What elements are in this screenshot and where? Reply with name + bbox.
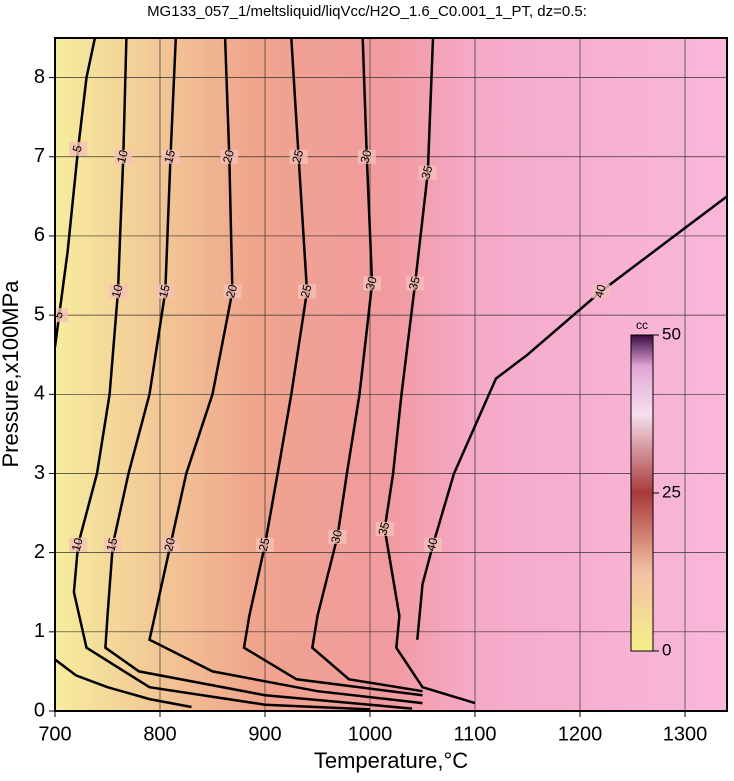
contour-label-bg: [69, 141, 88, 156]
contour-line: [416, 195, 727, 640]
y-tick-label: 1: [34, 620, 45, 642]
plot-frame: [54, 37, 728, 712]
y-tick-label: 6: [34, 224, 45, 246]
contour-label-bg: [592, 284, 610, 299]
contour-line: [310, 38, 423, 693]
contour-label: 5: [51, 310, 66, 320]
contour-label-bg: [161, 149, 180, 164]
y-tick-label: 2: [34, 541, 45, 563]
y-axis-label: Pressure,x100MPa: [0, 280, 23, 468]
contour-line: [104, 38, 413, 710]
contour-label-bg: [114, 149, 133, 164]
contour-label: 30: [328, 528, 345, 545]
chart-title: MG133_057_1/meltsliquid/liqVcc/H2O_1.6_C…: [147, 3, 587, 20]
contour-label: 10: [109, 283, 126, 300]
contour-label: 30: [363, 275, 380, 292]
contour-label-bg: [375, 521, 394, 536]
contour-label: 10: [69, 536, 86, 553]
x-tick-label: 1000: [348, 723, 393, 745]
contour-label-bg: [69, 537, 88, 552]
colorbar-tick-label: 50: [662, 324, 681, 343]
contour-label-bg: [109, 284, 127, 299]
contour-label-bg: [357, 149, 376, 164]
contour-label: 35: [375, 520, 392, 537]
x-tick-label: 1200: [558, 723, 603, 745]
contour-label-bg: [406, 276, 425, 291]
plot-area: 5 5 10 10 10 15 15 15 20 20 20 25 25 25 30 30 30 35 35 35 40…: [51, 38, 727, 711]
y-tick-label: 3: [34, 462, 45, 484]
contour-label-bg: [418, 165, 437, 180]
contour-label: 15: [161, 148, 178, 165]
contour-label-bg: [223, 284, 242, 299]
contour-label: 30: [358, 148, 375, 165]
contour-line: [383, 38, 476, 705]
colorbar: [630, 334, 654, 652]
contour-label: 40: [592, 283, 609, 300]
contour-label-bg: [363, 276, 382, 291]
x-axis-label: Temperature,°C: [314, 748, 468, 773]
contour-label-bg: [424, 537, 442, 552]
contour-label: 35: [418, 164, 435, 181]
contour-label: 35: [406, 275, 423, 292]
x-tick-label: 1300: [663, 723, 708, 745]
colorbar-tick-label: 25: [662, 482, 681, 501]
x-tick-label: 900: [248, 723, 281, 745]
x-tick-label: 1100: [453, 723, 496, 745]
contour-label-bg: [256, 537, 274, 552]
colorbar-label: cc: [636, 318, 648, 332]
x-tick-label: 800: [143, 723, 176, 745]
contour-label: 40: [424, 536, 441, 553]
contour-label-bg: [161, 537, 180, 552]
contour-label-bg: [103, 537, 122, 552]
contour-label-bg: [55, 308, 69, 323]
contour-label-bg: [156, 284, 175, 299]
contour-label: 25: [289, 148, 306, 165]
colorbar-tick-label: 0: [662, 640, 671, 659]
contour-label-bg: [289, 149, 308, 164]
contour-label-bg: [298, 284, 316, 299]
y-tick-label: 0: [34, 699, 45, 721]
contour-label: 5: [70, 143, 85, 153]
contour-label: 10: [114, 148, 131, 165]
contour-line: [242, 38, 423, 697]
contour-label-bg: [328, 529, 347, 544]
contour-label: 20: [223, 283, 240, 300]
contour-label: 15: [103, 536, 120, 553]
x-tick-label: 700: [38, 723, 71, 745]
y-tick-label: 7: [34, 145, 45, 167]
contour-label-bg: [220, 149, 239, 164]
contour-label: 20: [161, 536, 178, 553]
y-tick-label: 4: [34, 383, 45, 405]
y-tick-label: 5: [34, 303, 45, 325]
contour-line: [72, 38, 371, 711]
contour-label: 15: [156, 283, 173, 300]
contour-label: 20: [220, 148, 237, 165]
contour-label: 25: [256, 536, 273, 553]
contour-label: 25: [298, 283, 315, 300]
y-tick-label: 8: [34, 66, 45, 88]
